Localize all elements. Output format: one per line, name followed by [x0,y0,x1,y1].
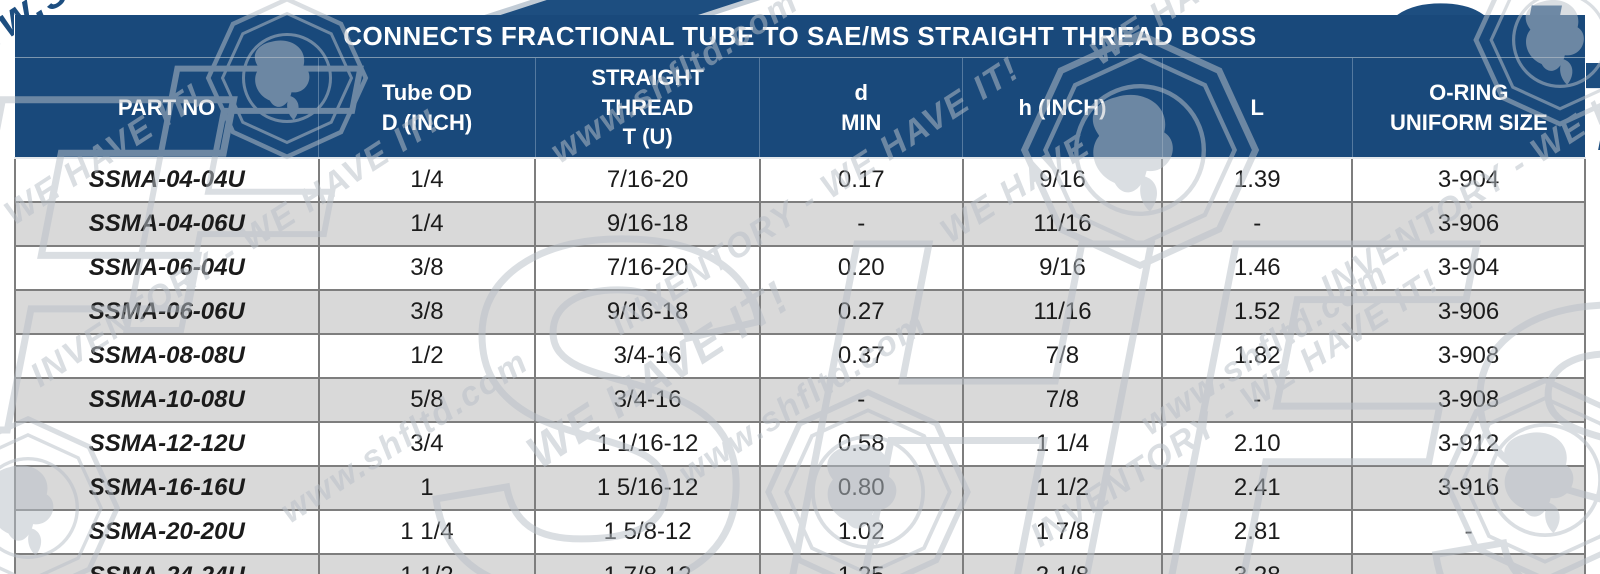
col-header-part-no: PART NO [15,57,319,159]
col-header-straight-thread: STRAIGHT THREAD T (U) [534,57,760,159]
table-row: SSMA-10-08U 5/8 3/4-16-7/8-3-908 [14,377,1586,422]
col-header-tube-od: Tube OD D (INCH) [318,57,536,159]
part-no-cell: SSMA-06-04U [14,245,319,290]
value-cell: 1.82 [1161,333,1353,378]
value-cell: - [758,201,963,246]
table-title-row: CONNECTS FRACTIONAL TUBE TO SAE/MS STRAI… [15,15,1585,58]
value-cell: 3/4-16 [534,333,760,378]
value-cell: 1/4 [317,158,536,202]
table-row: SSMA-24-24U1 1/21 7/8-121.252 1/83.28- [14,553,1586,574]
value-cell: 3.28 [1161,553,1353,574]
value-cell: 3-908 [1351,333,1586,378]
value-cell: 1.46 [1161,245,1353,290]
value-cell: 2.41 [1161,465,1353,510]
table-row: SSMA-04-04U 1/4 7/16-20 0.17 9/16 1.39 3-904 [14,158,1586,202]
value-cell: 1.25 [758,553,963,574]
value-cell: 9/16-18 [534,289,760,334]
part-no-cell: SSMA-12-12U [14,421,319,466]
value-cell: 3/8 [317,245,536,290]
part-no-cell: SSMA-08-08U [14,333,319,378]
part-no-cell: SSMA-04-06U [14,201,319,246]
value-cell: 9/16-18 [534,201,760,246]
value-cell: 0.37 [758,333,963,378]
part-no-cell: SSMA-06-06U [14,289,319,334]
value-cell: 5/8 [317,377,536,422]
table-row: SSMA-08-08U 1/2 3/4-16 0.37 7/8 1.82 3-908 [14,333,1586,378]
value-cell: 0.58 [758,421,963,466]
part-no-cell: SSMA-24-24U [14,553,319,574]
value-cell: 3-906 [1351,289,1586,334]
value-cell: 0.27 [758,289,963,334]
value-cell: 1 5/8-12 [534,509,760,554]
value-cell: 7/8 [961,333,1163,378]
col-header-d-min: d MIN [759,57,963,159]
value-cell: 0.17 [758,158,963,202]
value-cell: 2 1/8 [961,553,1163,574]
value-cell: 1 7/8 [961,509,1163,554]
spec-table: CONNECTS FRACTIONAL TUBE TO SAE/MS STRAI… [14,15,1586,574]
table-row: SSMA-12-12U 3/4 1 1/16-12 0.58 1 1/4 2.10 3-91… [14,421,1586,466]
value-cell: - [1351,509,1586,554]
col-header-o-ring: O-RING UNIFORM SIZE [1351,57,1585,159]
value-cell: 1/4 [317,201,536,246]
value-cell: 3/4-16 [534,377,760,422]
value-cell: 1 1/4 [961,421,1163,466]
table-row: SSMA-16-16U 1 1 5/16-12 0.80 1 1/2 2.41 3-916 [14,465,1586,510]
value-cell: 3/8 [317,289,536,334]
value-cell: - [1161,201,1353,246]
value-cell: 1 1/16-12 [534,421,760,466]
value-cell: 1/2 [317,333,536,378]
value-cell: 2.10 [1161,421,1353,466]
value-cell: 9/16 [961,245,1163,290]
col-header-h-inch: h (INCH) [962,57,1163,159]
value-cell: 9/16 [961,158,1163,202]
value-cell: 0.20 [758,245,963,290]
value-cell: 3/4 [317,421,536,466]
value-cell: 1.39 [1161,158,1353,202]
value-cell: 1 7/8-12 [534,553,760,574]
value-cell: - [1161,377,1353,422]
value-cell: 11/16 [961,201,1163,246]
part-no-cell: SSMA-10-08U [14,377,319,422]
value-cell: 1.02 [758,509,963,554]
value-cell: 3-906 [1351,201,1586,246]
value-cell: 1 1/2 [317,553,536,574]
table-row: SSMA-20-20U 1 1/4 1 5/8-12 1.02 1 7/8 2.81- [14,509,1586,554]
value-cell: 11/16 [961,289,1163,334]
value-cell: 7/8 [961,377,1163,422]
value-cell: 2.81 [1161,509,1353,554]
value-cell: 7/16-20 [534,245,760,290]
col-header-l: L [1161,57,1353,159]
table-header-row: PART NO Tube OD D (INCH) STRAIGHT THREAD… [15,57,1585,159]
value-cell: 1 [317,465,536,510]
value-cell: 7/16-20 [534,158,760,202]
table-title: CONNECTS FRACTIONAL TUBE TO SAE/MS STRAI… [15,15,1585,58]
value-cell: - [758,377,963,422]
value-cell: 3-904 [1351,245,1586,290]
value-cell: 3-908 [1351,377,1586,422]
value-cell: 1 1/2 [961,465,1163,510]
part-no-cell: SSMA-20-20U [14,509,319,554]
part-no-cell: SSMA-04-04U [14,158,319,202]
table-row: SSMA-06-06U 3/8 9/16-18 0.27 11/16 1.52 3-906 [14,289,1586,334]
part-no-cell: SSMA-16-16U [14,465,319,510]
value-cell: - [1351,553,1586,574]
value-cell: 0.80 [758,465,963,510]
value-cell: 1 5/16-12 [534,465,760,510]
table-row: SSMA-04-06U 1/4 9/16-18-11/16-3-906 [14,201,1586,246]
value-cell: 3-904 [1351,158,1586,202]
value-cell: 1.52 [1161,289,1353,334]
value-cell: 3-912 [1351,421,1586,466]
value-cell: 3-916 [1351,465,1586,510]
table-row: SSMA-06-04U 3/8 7/16-20 0.20 9/16 1.46 3-904 [14,245,1586,290]
value-cell: 1 1/4 [317,509,536,554]
